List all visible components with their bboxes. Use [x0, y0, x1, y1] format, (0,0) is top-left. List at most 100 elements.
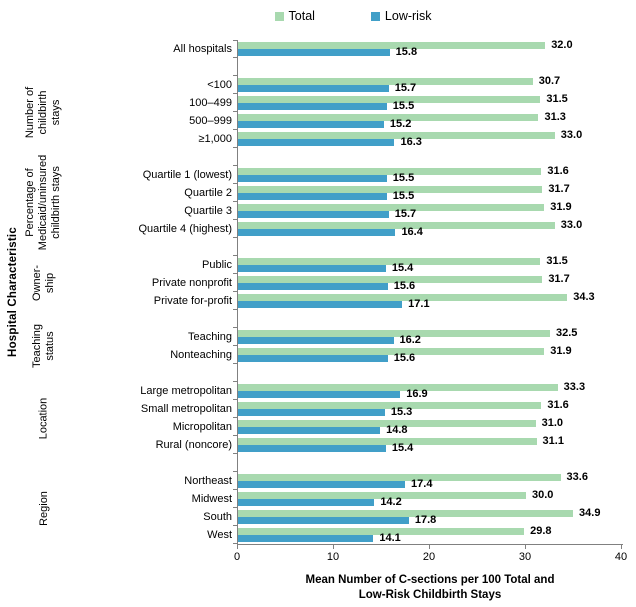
chart-group: All hospitals 32.0 15.8: [0, 40, 636, 58]
total-swatch-icon: [274, 11, 284, 21]
total-bar: [238, 402, 542, 409]
category-label: Large metropolitan: [140, 385, 232, 397]
total-bar: [238, 438, 537, 445]
low-risk-value-label: 16.3: [400, 136, 422, 148]
category-label: ≥1,000: [198, 133, 232, 145]
total-value-label: 32.0: [551, 39, 573, 51]
group-label: Owner- ship: [31, 264, 56, 302]
low-risk-bar-line: 16.4: [238, 226, 622, 238]
total-bar: [238, 96, 541, 103]
total-bar-line: 31.3: [238, 112, 622, 123]
total-value-label: 29.8: [530, 525, 552, 537]
total-value-label: 31.9: [550, 345, 572, 357]
plot-rows: All hospitals 32.0 15.8 Number of childbirt…: [0, 40, 636, 544]
total-value-label: 31.1: [542, 435, 564, 447]
bar-pair: 34.9 17.8: [233, 508, 622, 526]
low-risk-value-label: 14.2: [380, 496, 402, 508]
x-axis-ticks: [237, 544, 623, 550]
group-label-box: Region: [14, 472, 74, 544]
bar-pair: 31.9 15.7: [233, 202, 622, 220]
low-risk-bar-line: 17.8: [238, 515, 622, 526]
chart-row: Midwest 30.0 14.2: [75, 490, 636, 508]
total-bar-line: 30.0: [238, 489, 622, 501]
y-axis-line: [237, 40, 238, 544]
low-risk-bar: [238, 355, 388, 362]
bar-pair: 32.0 15.8: [233, 39, 622, 58]
x-tick-label: 30: [518, 551, 532, 563]
low-risk-bar: [238, 103, 387, 110]
total-value-label: 31.5: [546, 255, 568, 267]
low-risk-value-label: 15.4: [391, 442, 414, 454]
bar-pair: 30.0 14.2: [233, 489, 622, 508]
group-label: Percentage of Medicaid/uninsured childbi…: [24, 154, 63, 250]
bar-pair: 31.5 15.5: [233, 94, 622, 112]
total-bar: [238, 114, 539, 121]
low-risk-bar: [238, 85, 389, 92]
low-risk-value-label: 16.4: [401, 226, 423, 238]
x-tick-mark: [429, 545, 430, 549]
chart-row: Nonteaching 31.9 15.6: [75, 346, 636, 364]
category-label: Quartile 3: [184, 205, 232, 217]
low-risk-value-label: 15.6: [393, 280, 416, 292]
total-bar: [238, 276, 543, 283]
group-label-box: [14, 40, 74, 58]
low-risk-bar-line: 15.4: [238, 263, 622, 274]
total-bar: [238, 420, 536, 427]
low-risk-bar: [238, 139, 395, 146]
total-value-label: 30.0: [532, 489, 554, 501]
total-bar: [238, 384, 558, 391]
group-label: Teaching status: [30, 323, 56, 369]
total-bar-line: 32.0: [238, 39, 622, 51]
total-bar: [238, 528, 525, 535]
total-bar: [238, 168, 542, 175]
low-risk-value-label: 14.1: [379, 532, 401, 544]
chart-row: ≥1,000 33.0 16.3: [75, 130, 636, 148]
x-tick-mark: [333, 545, 334, 549]
category-label: Public: [202, 259, 232, 271]
low-risk-value-label: 16.9: [406, 388, 428, 400]
low-risk-bar: [238, 391, 401, 398]
group-gap: [0, 238, 636, 256]
category-label: Private nonprofit: [151, 277, 232, 289]
chart-group: Percentage of Medicaid/uninsured childbi…: [0, 154, 636, 249]
x-tick-label: 0: [233, 551, 241, 563]
category-label: Northeast: [184, 475, 232, 487]
bar-pair: 31.9 15.6: [233, 345, 622, 364]
low-risk-bar: [238, 283, 388, 290]
total-bar-line: 30.7: [238, 76, 622, 87]
low-risk-bar-line: 15.3: [238, 407, 622, 418]
low-risk-bar: [238, 535, 374, 542]
total-bar: [238, 492, 526, 499]
total-bar: [238, 330, 550, 337]
chart-row: South 34.9 17.8: [75, 508, 636, 526]
total-value-label: 33.6: [566, 471, 588, 483]
total-value-label: 33.3: [563, 381, 586, 393]
total-bar-line: 31.6: [238, 400, 622, 411]
total-value-label: 31.7: [548, 273, 570, 285]
chart-row: <100 30.7 15.7: [75, 76, 636, 94]
low-risk-bar-line: 14.2: [238, 496, 622, 508]
low-risk-bar: [238, 427, 381, 434]
group-label-box: Percentage of Medicaid/uninsured childbi…: [14, 154, 74, 249]
low-risk-bar: [238, 445, 386, 452]
low-risk-bar-line: 14.1: [238, 532, 622, 544]
x-axis-title-line2: Low-Risk Childbirth Stays: [358, 589, 502, 601]
category-label: Teaching: [187, 331, 232, 343]
low-risk-bar-line: 15.7: [238, 83, 622, 94]
low-risk-value-label: 16.2: [399, 334, 421, 346]
total-bar: [238, 258, 541, 265]
legend-item-total: Total: [274, 9, 315, 23]
x-tick-label: 10: [326, 551, 340, 563]
group-label-box: Owner- ship: [14, 256, 74, 310]
chart-row: Northeast 33.6 17.4: [75, 472, 636, 490]
category-label: Private for-profit: [153, 295, 232, 307]
chart-group: Location Large metropolitan 33.3 16.9 Small …: [0, 382, 636, 454]
total-bar-line: 31.6: [238, 166, 622, 177]
low-risk-bar-line: 15.8: [238, 47, 622, 58]
low-risk-bar: [238, 211, 389, 218]
group-label: Location: [37, 397, 50, 439]
category-label: 100–499: [189, 97, 232, 109]
chart-group: Region Northeast 33.6 17.4 Midwest 30.0 14.2 So…: [0, 472, 636, 544]
chart-row: Small metropolitan 31.6 15.3: [75, 400, 636, 418]
x-tick-label: 20: [422, 551, 436, 563]
